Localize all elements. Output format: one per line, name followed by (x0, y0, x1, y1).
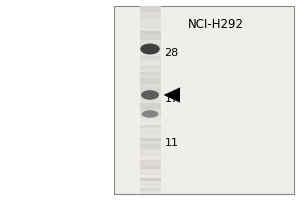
Bar (140, 122, 160, 125)
Bar (140, 9, 160, 12)
Bar (140, 56, 160, 59)
Bar (140, 169, 160, 172)
Polygon shape (164, 87, 180, 103)
Bar (140, 125, 160, 128)
Bar (140, 100, 160, 103)
Bar (140, 153, 160, 156)
Bar (140, 147, 160, 150)
Bar (140, 15, 160, 19)
Bar (140, 53, 160, 56)
Bar (140, 191, 160, 194)
Bar (140, 131, 160, 134)
Bar (140, 138, 160, 141)
Bar (140, 119, 160, 122)
Bar (140, 69, 160, 72)
Ellipse shape (141, 90, 159, 100)
Bar (140, 178, 160, 181)
Bar (140, 19, 160, 22)
Bar (140, 66, 160, 69)
Bar (140, 25, 160, 28)
Bar (140, 84, 160, 87)
Bar (140, 22, 160, 25)
Bar (140, 50, 160, 53)
Bar (140, 94, 160, 97)
Bar (140, 81, 160, 84)
Bar (140, 12, 160, 15)
Bar (140, 44, 160, 47)
Bar (140, 72, 160, 75)
Bar (114, 6, 294, 194)
Bar (140, 141, 160, 144)
Bar (140, 75, 160, 78)
Bar (140, 144, 160, 147)
Text: NCI-H292: NCI-H292 (188, 18, 244, 31)
Bar (140, 116, 160, 119)
Bar (140, 188, 160, 191)
Bar (140, 40, 160, 44)
Bar (140, 185, 160, 188)
Bar (140, 109, 160, 113)
Bar (140, 181, 160, 185)
Bar (140, 28, 160, 31)
Bar (140, 106, 160, 109)
Bar (140, 6, 160, 9)
Bar (140, 113, 160, 116)
Text: 28: 28 (164, 48, 178, 58)
Bar (140, 6, 160, 194)
Bar (140, 134, 160, 138)
Bar (140, 78, 160, 81)
Bar (140, 175, 160, 178)
Bar (140, 37, 160, 40)
Bar (140, 34, 160, 37)
Bar (140, 97, 160, 100)
Bar (140, 172, 160, 175)
Bar (140, 166, 160, 169)
Bar (140, 160, 160, 163)
Bar (140, 62, 160, 66)
Bar (140, 31, 160, 34)
Bar (140, 87, 160, 91)
Bar (140, 91, 160, 94)
Bar (140, 150, 160, 153)
Bar (140, 163, 160, 166)
Bar (140, 47, 160, 50)
Bar (140, 156, 160, 160)
Ellipse shape (140, 44, 160, 54)
Ellipse shape (142, 110, 158, 118)
Bar (140, 103, 160, 106)
Bar (140, 128, 160, 131)
Text: 11: 11 (164, 138, 178, 148)
Text: 17: 17 (164, 94, 178, 104)
Bar (140, 59, 160, 62)
